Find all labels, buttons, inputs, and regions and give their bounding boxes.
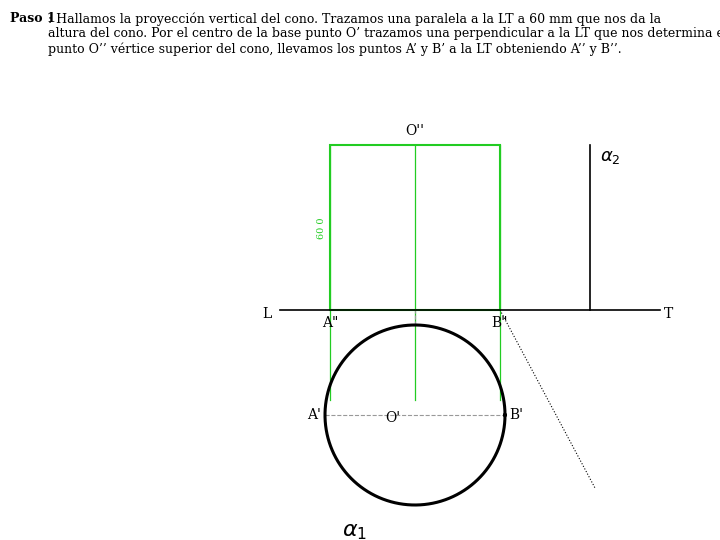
- Text: T: T: [664, 307, 673, 321]
- Text: O': O': [385, 411, 400, 425]
- Text: $\alpha_2$: $\alpha_2$: [600, 148, 621, 166]
- Bar: [330, 145, 500, 310]
- Text: O'': O'': [405, 124, 425, 138]
- Text: B': B': [509, 408, 523, 422]
- Text: L: L: [263, 307, 272, 321]
- Text: B": B": [492, 316, 508, 330]
- Text: 60 0: 60 0: [318, 217, 326, 239]
- Text: Paso 1: Paso 1: [10, 12, 55, 25]
- Text: $\alpha_1$: $\alpha_1$: [343, 520, 367, 540]
- Text: : Hallamos la proyección vertical del cono. Trazamos una paralela a la LT a 60 m: : Hallamos la proyección vertical del co…: [48, 12, 720, 56]
- Text: A": A": [322, 316, 338, 330]
- Text: A': A': [307, 408, 321, 422]
